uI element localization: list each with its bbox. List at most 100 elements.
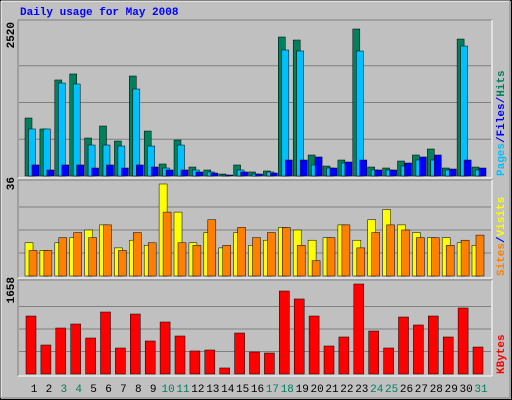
bar bbox=[132, 88, 141, 177]
y-tick-label: 1658 bbox=[6, 277, 18, 304]
bar bbox=[282, 227, 291, 277]
bar bbox=[296, 50, 304, 177]
x-tick-label: 27 bbox=[415, 384, 428, 396]
bar bbox=[43, 250, 53, 277]
bar bbox=[58, 82, 66, 177]
bar bbox=[40, 344, 52, 375]
x-tick-label: 7 bbox=[120, 384, 127, 396]
legend-entry: KBytes bbox=[496, 334, 508, 374]
bar bbox=[329, 167, 338, 177]
bar bbox=[100, 311, 111, 375]
x-tick-label: 1 bbox=[31, 384, 38, 396]
x-tick-label: 10 bbox=[161, 384, 174, 396]
x-tick-label: 20 bbox=[310, 384, 323, 396]
x-tick-label: 28 bbox=[430, 384, 443, 396]
bar bbox=[237, 227, 246, 277]
bar bbox=[204, 349, 216, 375]
bar bbox=[314, 156, 323, 177]
bar bbox=[478, 167, 487, 177]
bar bbox=[434, 154, 442, 177]
bar bbox=[46, 169, 55, 177]
bar bbox=[359, 159, 368, 177]
bar bbox=[460, 45, 468, 177]
legend-separator: / bbox=[496, 136, 508, 143]
bar bbox=[118, 250, 127, 277]
bar bbox=[389, 169, 397, 177]
bar bbox=[58, 237, 68, 277]
bar bbox=[88, 237, 97, 277]
x-tick-label: 31 bbox=[474, 384, 488, 396]
bar bbox=[416, 237, 425, 277]
bar bbox=[55, 327, 67, 375]
bar bbox=[85, 337, 96, 375]
bar bbox=[240, 171, 248, 177]
bar bbox=[338, 336, 350, 375]
bar bbox=[219, 367, 230, 375]
bar bbox=[401, 229, 410, 277]
bar bbox=[264, 352, 275, 375]
bar bbox=[234, 332, 245, 375]
bar bbox=[293, 298, 305, 375]
legend-separator: / bbox=[496, 96, 508, 103]
bar bbox=[442, 336, 454, 375]
bar bbox=[308, 315, 320, 375]
x-tick-label: 2 bbox=[46, 384, 53, 396]
legend-entry: Files bbox=[496, 103, 508, 136]
bar bbox=[374, 169, 382, 177]
bar bbox=[28, 250, 38, 277]
x-tick-label: 3 bbox=[60, 384, 67, 396]
legend-entry: Hits bbox=[496, 70, 508, 96]
bar bbox=[323, 345, 335, 375]
bar bbox=[281, 49, 290, 177]
bar bbox=[177, 242, 187, 277]
bar bbox=[270, 172, 278, 177]
bar bbox=[180, 169, 189, 177]
bar bbox=[207, 219, 217, 277]
bar bbox=[106, 164, 114, 177]
bar bbox=[404, 162, 412, 177]
bar bbox=[150, 166, 159, 177]
legend-separator: / bbox=[496, 236, 508, 243]
bar bbox=[296, 245, 306, 277]
bar bbox=[475, 234, 485, 277]
bar bbox=[174, 335, 186, 375]
bar bbox=[103, 224, 112, 277]
bar bbox=[43, 128, 51, 177]
bar bbox=[130, 313, 141, 375]
bar bbox=[192, 245, 202, 277]
bar bbox=[252, 237, 261, 277]
x-tick-label: 17 bbox=[266, 384, 279, 396]
x-tick-label: 5 bbox=[90, 384, 97, 396]
bar bbox=[413, 324, 424, 375]
y-tick-label: 2520 bbox=[6, 22, 18, 48]
bar bbox=[195, 171, 204, 177]
bar bbox=[460, 239, 470, 277]
legend-entry: Sites bbox=[496, 243, 508, 276]
bar bbox=[356, 50, 364, 177]
bar bbox=[222, 245, 231, 277]
bar bbox=[448, 168, 457, 177]
x-tick-label: 26 bbox=[400, 384, 413, 396]
bar bbox=[162, 211, 172, 277]
bar bbox=[225, 174, 233, 177]
x-tick-label: 8 bbox=[135, 384, 142, 396]
bar bbox=[136, 164, 144, 177]
bar bbox=[255, 173, 263, 177]
bar bbox=[356, 247, 366, 277]
bar bbox=[70, 323, 81, 375]
x-tick-label: 22 bbox=[340, 384, 353, 396]
bar bbox=[133, 232, 142, 277]
x-tick-label: 16 bbox=[251, 384, 264, 396]
x-tick-label: 9 bbox=[150, 384, 157, 396]
bar bbox=[445, 245, 455, 277]
legend-entry: Pages bbox=[496, 143, 508, 176]
bar bbox=[285, 159, 293, 177]
x-tick-label: 6 bbox=[105, 384, 112, 396]
bar bbox=[76, 164, 84, 177]
y-tick-label: 36 bbox=[6, 177, 18, 190]
bar bbox=[267, 232, 276, 277]
bar bbox=[115, 347, 126, 375]
bar bbox=[383, 347, 394, 375]
bar bbox=[419, 156, 427, 177]
